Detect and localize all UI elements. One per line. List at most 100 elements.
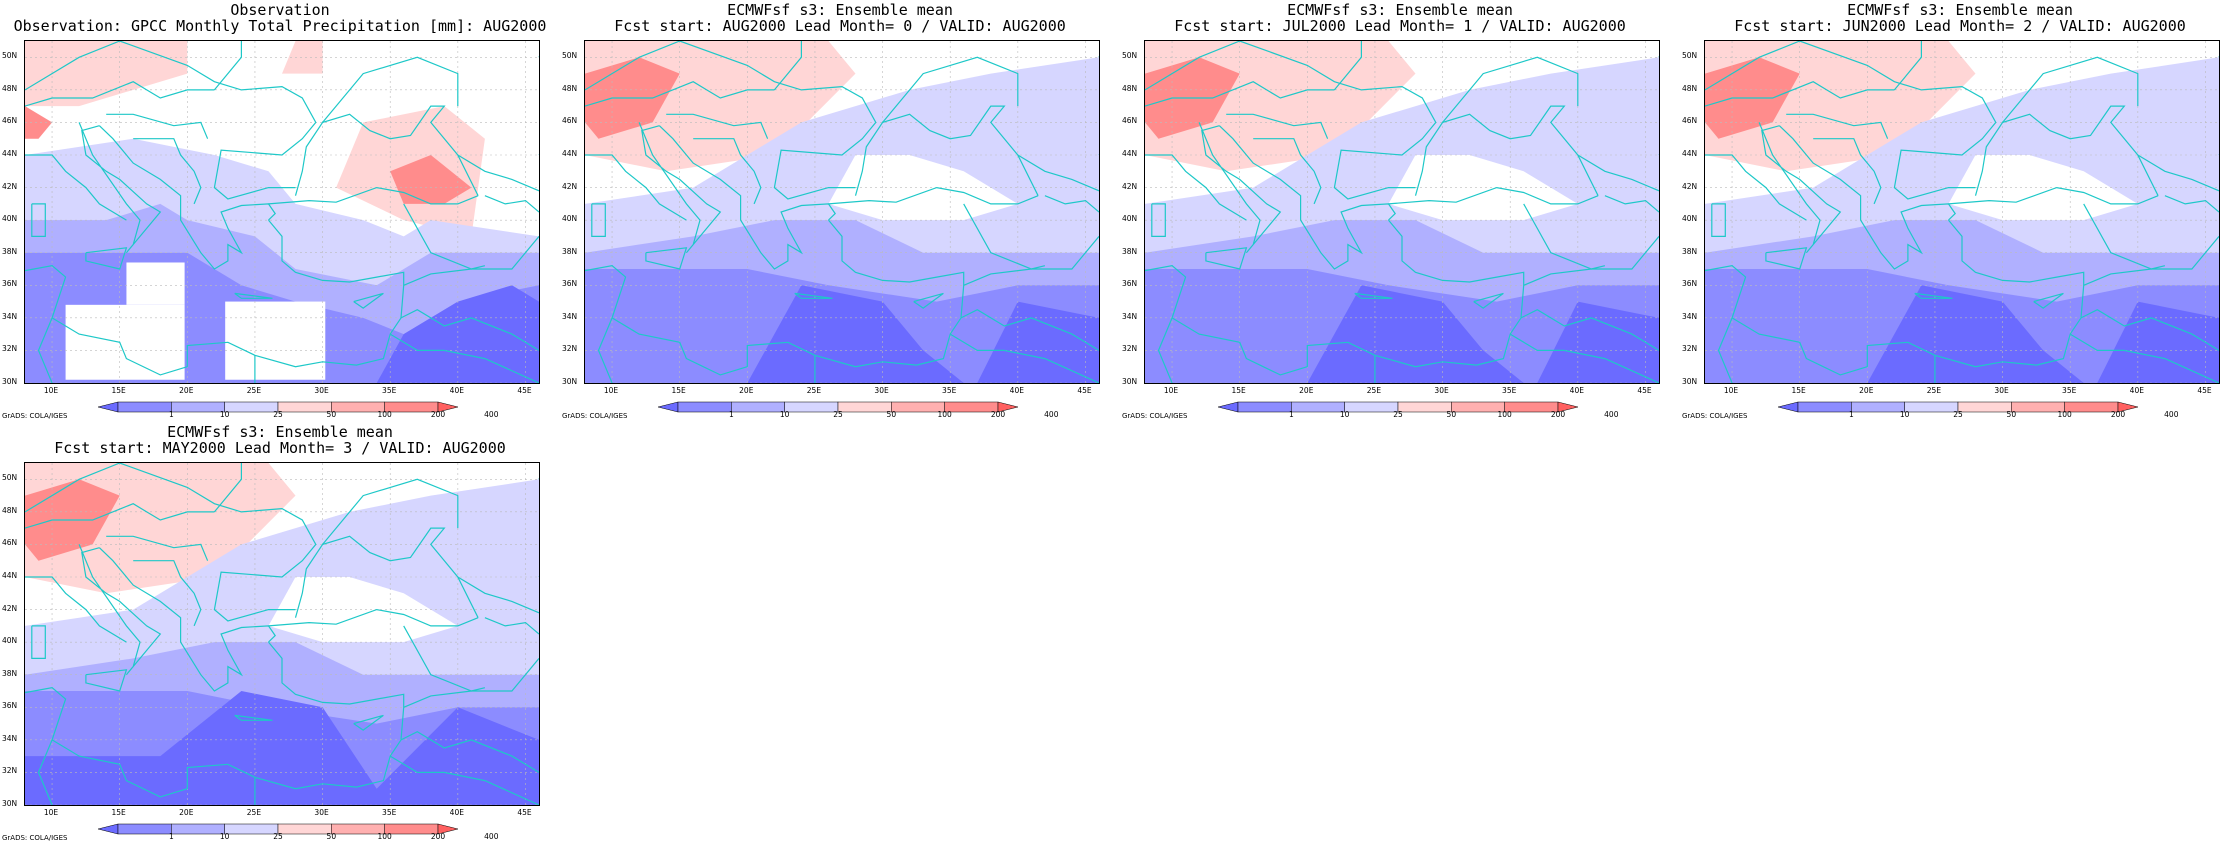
lat-tick-label: 36N — [2, 701, 18, 711]
colorbar-label: 10 — [219, 832, 230, 841]
lat-tick-label: 44N — [2, 571, 18, 580]
colorbar-label: 25 — [273, 410, 283, 419]
colorbar-right-triangle — [997, 401, 1019, 413]
lon-tick-label: 35E — [382, 386, 397, 395]
lon-tick-label: 20E — [1859, 386, 1874, 395]
panel-title: ECMWFsf s3: Ensemble mean — [1287, 1, 1513, 19]
colorbar-label: 200 — [1550, 410, 1566, 419]
lon-tick-label: 10E — [1723, 386, 1739, 395]
lon-tick-label: 35E — [2062, 386, 2077, 395]
lon-tick-label: 40E — [1569, 386, 1584, 395]
lon-tick-label: 25E — [246, 386, 262, 395]
lon-tick-label: 45E — [2197, 386, 2212, 395]
colorbar — [97, 398, 459, 416]
colorbar-label: 50 — [2006, 410, 2017, 419]
lat-tick-label: 44N — [2, 149, 18, 158]
lat-tick-label: 36N — [1122, 279, 1138, 289]
panel-title: ECMWFsf s3: Ensemble mean — [727, 1, 953, 19]
colorbar-label: 25 — [273, 832, 283, 841]
colorbar-label: 200 — [990, 410, 1006, 419]
colorbar-label: 400 — [1044, 410, 1059, 419]
lon-tick-label: 15E — [1231, 386, 1246, 395]
colorbar-label: 200 — [2110, 410, 2126, 419]
lat-tick-label: 30N — [2, 799, 18, 808]
lat-tick-label: 50N — [562, 51, 578, 61]
precip-map — [584, 40, 1100, 384]
lon-tick-label: 30E — [314, 386, 329, 395]
lon-tick-label: 45E — [517, 808, 532, 817]
lat-tick-label: 46N — [1682, 116, 1698, 126]
lon-tick-label: 25E — [1926, 386, 1942, 395]
panel-title: Observation — [230, 1, 330, 19]
colorbar-left-triangle — [1777, 401, 1799, 413]
colorbar-label: 100 — [377, 832, 392, 841]
lat-tick-label: 34N — [2, 311, 18, 321]
colorbar-label: 1 — [168, 410, 174, 419]
lat-tick-label: 46N — [1122, 116, 1138, 126]
lat-tick-label: 38N — [562, 246, 578, 256]
lon-tick-label: 20E — [179, 808, 194, 817]
lon-tick-label: 15E — [671, 386, 686, 395]
map-panel: Observation Observation: GPCC Monthly Tot… — [0, 0, 560, 421]
colorbar-left-triangle — [97, 401, 119, 413]
lat-tick-label: 30N — [1122, 377, 1138, 386]
map-panel: ECMWFsf s3: Ensemble mean Fcst start: JUL… — [1120, 0, 1680, 420]
grads-credit: GrADS: COLA/IGES — [1122, 412, 1188, 420]
map-panel: ECMWFsf s3: Ensemble mean Fcst start: AUG… — [560, 0, 1120, 420]
lat-tick-label: 46N — [2, 116, 18, 126]
lon-tick-label: 20E — [739, 386, 754, 395]
colorbar-label: 100 — [377, 410, 392, 419]
colorbar-label: 25 — [1393, 410, 1403, 419]
lat-tick-label: 36N — [562, 279, 578, 289]
lat-tick-label: 42N — [562, 181, 578, 191]
lon-tick-label: 10E — [603, 386, 619, 395]
lon-tick-label: 40E — [2129, 386, 2144, 395]
colorbar-label: 100 — [937, 410, 952, 419]
lat-tick-label: 36N — [2, 279, 18, 289]
colorbar-left-triangle — [1217, 401, 1239, 413]
precip-map — [24, 40, 540, 384]
panel-subtitle: Fcst start: MAY2000 Lead Month= 3 / VALI… — [54, 439, 506, 457]
lat-tick-label: 40N — [562, 214, 578, 224]
lon-tick-label: 40E — [1009, 386, 1024, 395]
lat-tick-label: 34N — [2, 733, 18, 743]
colorbar-label: 400 — [1604, 410, 1619, 419]
grads-credit: GrADS: COLA/IGES — [562, 412, 628, 420]
panel-title: ECMWFsf s3: Ensemble mean — [1847, 1, 2073, 19]
lat-tick-label: 38N — [2, 668, 18, 678]
lat-tick-label: 50N — [2, 51, 18, 61]
lon-tick-label: 25E — [806, 386, 822, 395]
lat-tick-label: 30N — [1682, 377, 1698, 386]
lat-tick-label: 32N — [2, 344, 18, 354]
lon-tick-label: 10E — [1163, 386, 1179, 395]
colorbar-label: 400 — [2164, 410, 2179, 419]
colorbar-label: 50 — [326, 410, 337, 419]
colorbar-label: 100 — [1497, 410, 1512, 419]
colorbar-label: 400 — [484, 410, 499, 419]
lat-tick-label: 34N — [1682, 311, 1698, 321]
lat-tick-label: 32N — [562, 344, 578, 354]
lat-tick-label: 40N — [1122, 214, 1138, 224]
lat-tick-label: 44N — [1122, 149, 1138, 158]
lon-tick-label: 35E — [1502, 386, 1517, 395]
lat-tick-label: 48N — [562, 83, 578, 93]
colorbar — [1217, 398, 1579, 416]
colorbar-label: 50 — [326, 832, 337, 841]
colorbar — [1777, 398, 2139, 416]
panel-subtitle: Observation: GPCC Monthly Total Precipit… — [13, 17, 547, 35]
panel-subtitle: Fcst start: JUL2000 Lead Month= 1 / VALI… — [1174, 17, 1626, 35]
lon-tick-label: 40E — [449, 386, 464, 395]
lon-tick-label: 20E — [1299, 386, 1314, 395]
colorbar-label: 10 — [779, 410, 790, 419]
colorbar — [657, 398, 1019, 416]
lon-tick-label: 30E — [1994, 386, 2009, 395]
lat-tick-label: 34N — [562, 311, 578, 321]
lat-tick-label: 40N — [2, 214, 18, 224]
grads-credit: GrADS: COLA/IGES — [1682, 412, 1748, 420]
lat-tick-label: 42N — [1122, 181, 1138, 191]
lat-tick-label: 42N — [2, 603, 18, 613]
colorbar-label: 10 — [1339, 410, 1350, 419]
precip-map — [1704, 40, 2220, 384]
panel-subtitle: Fcst start: JUN2000 Lead Month= 2 / VALI… — [1734, 17, 2186, 35]
lon-tick-label: 40E — [449, 808, 464, 817]
